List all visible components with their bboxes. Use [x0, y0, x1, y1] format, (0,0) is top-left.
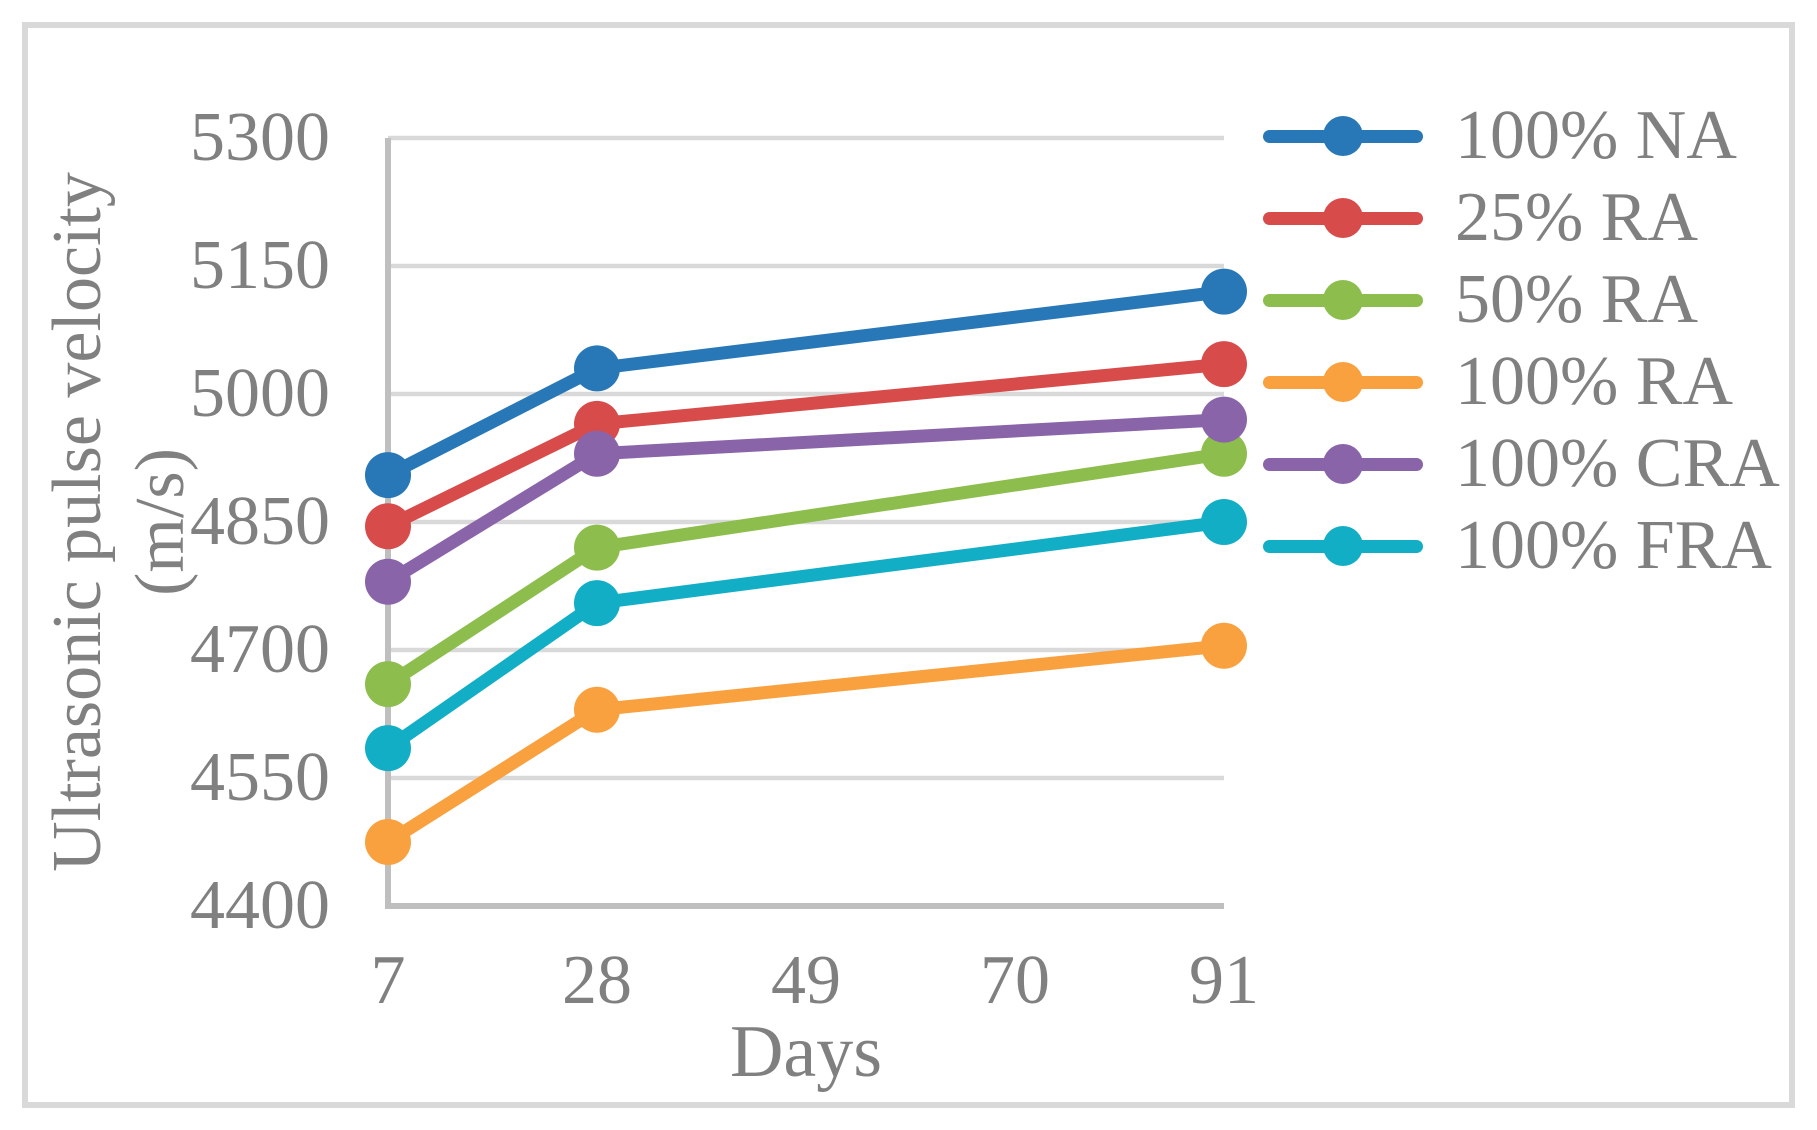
data-point-marker	[1201, 430, 1247, 477]
data-point-marker	[365, 452, 411, 499]
data-point-marker	[1201, 622, 1247, 669]
series-line	[381, 515, 1231, 755]
legend-label: 100% CRA	[1455, 425, 1780, 502]
legend-label: 50% RA	[1455, 261, 1699, 338]
data-point-marker	[574, 430, 620, 477]
series-line	[381, 639, 1231, 849]
y-axis-tick-label: 4550	[190, 739, 330, 816]
x-axis-tick-label: 70	[980, 942, 1050, 1019]
data-point-marker	[365, 503, 411, 550]
y-axis-tick-label: 5300	[190, 99, 330, 176]
data-point-marker	[574, 524, 620, 571]
data-point-marker	[365, 819, 411, 865]
data-point-marker	[574, 686, 620, 733]
x-axis-title: Days	[729, 1011, 883, 1093]
y-axis-tick-label: 4700	[190, 611, 330, 688]
data-point-marker	[574, 580, 620, 627]
legend-label: 25% RA	[1455, 179, 1699, 256]
data-point-marker	[574, 345, 620, 392]
legend-item: 25% RA	[1263, 173, 1698, 263]
legend-item: 100% RA	[1263, 337, 1733, 427]
x-axis-tick-label: 49	[771, 942, 841, 1019]
y-axis-tick-label: 5000	[190, 355, 330, 432]
legend-marker-icon	[1263, 361, 1423, 402]
data-point-marker	[365, 725, 411, 772]
y-axis-title-units: (m/s)	[122, 448, 199, 596]
x-axis-tick-label: 91	[1189, 942, 1259, 1019]
legend-marker-icon	[1263, 443, 1423, 484]
legend-item: 100% NA	[1263, 91, 1737, 181]
data-point-marker	[365, 558, 411, 605]
legend-item: 100% FRA	[1263, 501, 1772, 591]
legend-label: 100% FRA	[1455, 507, 1772, 584]
legend-marker-icon	[1263, 197, 1423, 238]
legend-item: 100% CRA	[1263, 419, 1780, 509]
series-line	[381, 413, 1231, 589]
y-axis-title: Ultrasonic pulse velocity	[39, 172, 116, 872]
legend-label: 100% RA	[1455, 343, 1734, 420]
x-axis-tick-label: 28	[562, 942, 632, 1019]
legend-item: 50% RA	[1263, 255, 1698, 345]
y-axis-tick-label: 5150	[190, 227, 330, 304]
legend-marker-icon	[1263, 115, 1423, 156]
x-axis-tick-label: 7	[370, 942, 406, 1019]
data-point-marker	[1201, 396, 1247, 443]
data-point-marker	[365, 661, 411, 708]
y-axis-tick-label: 4850	[190, 483, 330, 560]
legend-label: 100% NA	[1455, 97, 1737, 174]
legend-marker-icon	[1263, 525, 1423, 566]
y-axis-tick-label: 4400	[190, 867, 330, 944]
data-point-marker	[1201, 499, 1247, 545]
data-point-marker	[1201, 268, 1247, 315]
data-point-marker	[1201, 341, 1247, 388]
legend-marker-icon	[1263, 279, 1423, 320]
